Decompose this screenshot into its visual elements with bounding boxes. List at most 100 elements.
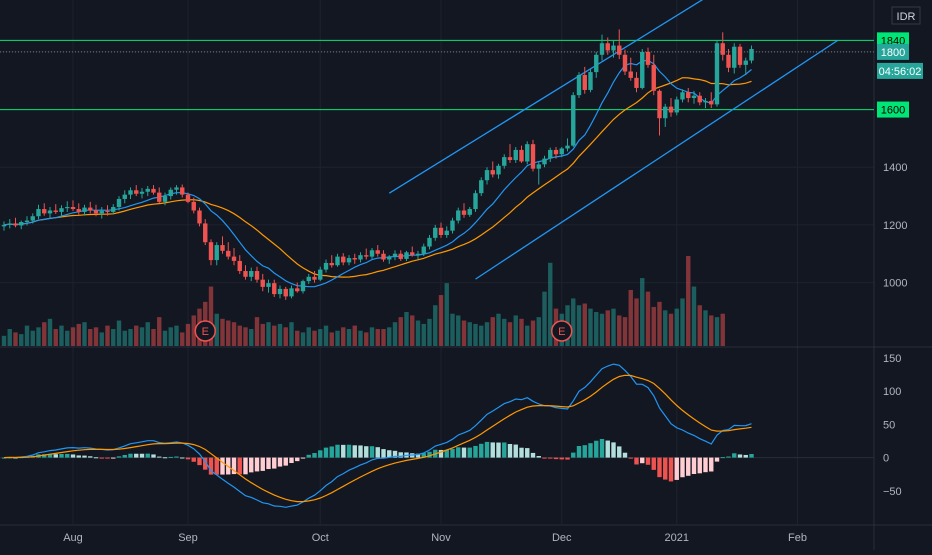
macd-histogram-bar	[668, 457, 674, 482]
level-tag	[877, 101, 909, 118]
macd-histogram-bar	[720, 457, 725, 459]
macd-histogram-bar	[496, 442, 501, 458]
candle-body	[1, 224, 7, 227]
macd-histogram-bar	[128, 453, 133, 458]
macd-histogram-bar	[174, 456, 179, 458]
macd-histogram-bar	[536, 455, 541, 458]
volume-bar	[634, 298, 639, 346]
macd-histogram-bar	[479, 443, 484, 458]
candle-body	[387, 256, 392, 260]
candle-body	[553, 149, 559, 155]
volume-bar	[697, 305, 702, 346]
macd-histogram-bar	[168, 456, 173, 458]
candle-body	[473, 193, 478, 210]
candle-body	[617, 45, 622, 55]
volume-bar	[306, 327, 311, 346]
candle-body	[323, 262, 329, 270]
volume-bar	[249, 329, 254, 346]
macd-histogram-bar	[352, 445, 357, 458]
trend-channel[interactable]	[388, 0, 839, 280]
candle-body	[88, 207, 93, 211]
volume-bar	[329, 332, 334, 346]
volume-bar	[496, 313, 501, 346]
volume-bar	[479, 325, 484, 346]
macd-histogram-bar	[513, 444, 518, 458]
macd-histogram-bar	[65, 453, 70, 458]
volume-bar	[599, 313, 605, 346]
macd-histogram-bar	[289, 457, 294, 464]
volume-bar	[312, 330, 317, 346]
macd-histogram-bar	[617, 446, 622, 458]
time-axis-label: Oct	[312, 532, 329, 544]
candle-body	[76, 209, 81, 212]
candle-body	[59, 208, 64, 212]
candle-body	[421, 246, 426, 254]
candle-body	[312, 276, 317, 280]
macd-histogram-bar	[576, 445, 582, 458]
macd-histogram-bar	[277, 457, 283, 467]
candle-body	[13, 223, 18, 226]
candle-body	[145, 188, 150, 192]
volume-bar	[139, 327, 145, 346]
volume-bar	[318, 329, 323, 346]
macd-histogram-bar	[663, 457, 668, 480]
macd-histogram-bar	[369, 446, 375, 458]
volume-bar	[588, 308, 593, 346]
candle-body	[318, 269, 323, 280]
candle-body	[737, 46, 743, 65]
candle-body	[697, 95, 702, 103]
macd-histogram-bar	[203, 457, 208, 470]
macd-histogram-bar	[611, 442, 616, 458]
candle-body	[289, 288, 294, 297]
macd-histogram-bar	[502, 442, 507, 458]
macd-histogram-bar	[421, 453, 426, 458]
countdown-label: 04:56:02	[879, 66, 922, 78]
volume-bar	[162, 330, 168, 346]
candle-body	[467, 209, 472, 215]
candle-body	[283, 288, 288, 297]
volume-bar	[542, 291, 547, 346]
candle-body	[726, 54, 731, 68]
macd-histogram-bar	[525, 448, 530, 458]
volume-bars	[1, 256, 725, 346]
volume-bar	[111, 329, 116, 346]
volume-bar	[594, 312, 599, 346]
macd-histogram-bar	[737, 454, 743, 458]
volume-bar	[519, 318, 524, 346]
volume-bar	[404, 312, 409, 346]
macd-histogram-bar	[714, 457, 720, 462]
last-price-tag	[877, 43, 909, 60]
volume-bar	[231, 322, 237, 346]
macd-histogram-bar	[323, 447, 329, 458]
macd-histogram-bar	[185, 457, 191, 460]
currency-box[interactable]	[891, 6, 921, 25]
macd-histogram-bar	[341, 444, 346, 458]
last-price-label: 1800	[881, 47, 905, 59]
candle-body	[456, 210, 461, 221]
candle-body	[490, 170, 495, 175]
macd-histogram-bar	[473, 445, 478, 458]
time-axis-label: Nov	[431, 532, 451, 544]
macd-histogram-bar	[329, 446, 334, 458]
volume-bar	[571, 298, 576, 346]
candle-body	[686, 92, 691, 99]
macd-histogram-bar	[743, 454, 748, 458]
candle-body	[433, 227, 438, 238]
candle-body	[128, 190, 133, 195]
macd-histogram-bar	[76, 455, 81, 458]
macd-histogram-bar	[542, 457, 547, 459]
macd-histogram-bar	[588, 443, 593, 458]
macd-histogram-bar	[105, 457, 110, 459]
volume-bar	[260, 323, 265, 346]
macd-histogram-bar	[197, 457, 202, 466]
macd-histogram-bar	[438, 449, 444, 458]
macd-histogram-bar	[657, 457, 662, 478]
level-tag-label: 1600	[881, 105, 905, 117]
macd-histogram-bar	[157, 456, 162, 458]
candle-body	[99, 211, 104, 214]
volume-bar	[220, 318, 225, 346]
time-axis-label: Sep	[178, 532, 198, 544]
